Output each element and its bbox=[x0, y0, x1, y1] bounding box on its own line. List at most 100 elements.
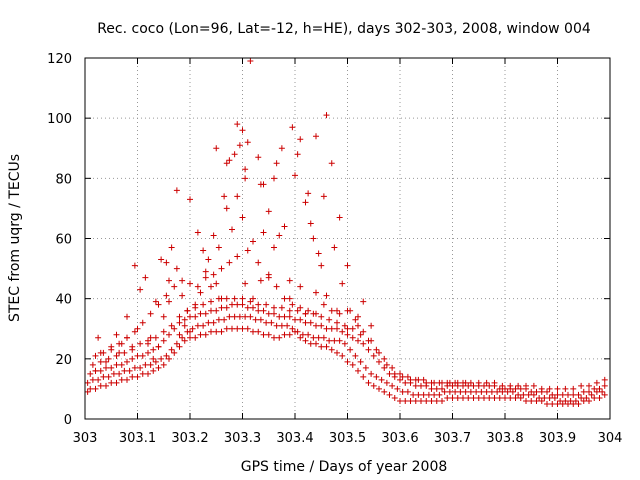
data-point bbox=[383, 379, 390, 386]
data-point bbox=[423, 397, 430, 404]
data-point bbox=[391, 394, 398, 401]
data-point bbox=[328, 307, 335, 314]
data-point bbox=[118, 340, 125, 347]
data-point bbox=[551, 394, 558, 401]
data-point bbox=[360, 328, 367, 335]
data-point bbox=[271, 304, 277, 311]
data-point bbox=[234, 193, 241, 200]
x-tick-label: 303.2 bbox=[171, 431, 208, 446]
data-point bbox=[402, 379, 409, 386]
data-point bbox=[554, 400, 561, 407]
y-tick-label: 100 bbox=[47, 112, 72, 127]
data-point bbox=[197, 289, 204, 296]
data-point bbox=[121, 367, 128, 374]
data-point bbox=[349, 325, 356, 332]
data-point bbox=[357, 331, 364, 338]
data-point bbox=[591, 394, 598, 401]
data-point bbox=[108, 364, 115, 371]
data-point bbox=[234, 253, 241, 260]
data-point bbox=[481, 394, 487, 401]
data-point bbox=[244, 325, 251, 332]
data-point bbox=[313, 322, 319, 329]
x-tick-label: 303.5 bbox=[329, 431, 366, 446]
data-point bbox=[462, 388, 469, 395]
data-point bbox=[394, 385, 401, 392]
grid-lines bbox=[85, 58, 610, 419]
data-point bbox=[544, 388, 550, 395]
data-point bbox=[428, 385, 435, 392]
data-point bbox=[160, 313, 167, 320]
data-point bbox=[210, 271, 217, 278]
data-point bbox=[486, 382, 493, 389]
x-tick-label: 303 bbox=[73, 431, 98, 446]
data-point bbox=[163, 259, 170, 266]
data-point bbox=[391, 370, 398, 377]
data-point bbox=[205, 319, 212, 326]
data-point bbox=[160, 361, 167, 368]
data-point bbox=[103, 364, 109, 371]
data-point bbox=[179, 334, 186, 341]
data-point bbox=[381, 355, 388, 362]
data-point bbox=[100, 373, 107, 380]
data-point bbox=[84, 388, 91, 395]
data-point bbox=[273, 283, 280, 290]
data-point bbox=[297, 304, 304, 311]
data-point bbox=[491, 379, 498, 386]
data-point bbox=[184, 307, 191, 314]
data-point bbox=[210, 319, 217, 326]
data-point bbox=[286, 313, 293, 320]
data-point bbox=[113, 352, 120, 359]
data-point bbox=[541, 394, 548, 401]
data-point bbox=[166, 298, 172, 305]
data-point bbox=[108, 379, 115, 386]
data-point bbox=[276, 334, 283, 341]
data-point bbox=[334, 325, 340, 332]
data-point bbox=[483, 379, 490, 386]
data-point bbox=[320, 334, 327, 341]
data-point bbox=[166, 331, 172, 338]
data-point bbox=[596, 394, 603, 401]
data-point bbox=[360, 340, 367, 347]
data-point bbox=[336, 337, 343, 344]
data-point bbox=[517, 394, 524, 401]
data-point bbox=[433, 397, 440, 404]
data-point bbox=[271, 334, 277, 341]
data-point bbox=[360, 373, 367, 380]
data-point bbox=[339, 328, 346, 335]
data-point bbox=[454, 394, 461, 401]
data-point bbox=[192, 334, 199, 341]
data-point bbox=[341, 340, 348, 347]
data-point bbox=[499, 382, 506, 389]
data-point bbox=[355, 337, 361, 344]
data-point bbox=[444, 394, 451, 401]
data-point bbox=[415, 376, 422, 383]
data-point bbox=[87, 370, 94, 377]
y-tick-labels: 0 20 40 60 80 100 120 bbox=[47, 52, 72, 428]
data-point bbox=[257, 316, 264, 323]
data-point bbox=[147, 334, 154, 341]
data-point bbox=[263, 301, 270, 308]
data-point bbox=[570, 385, 577, 392]
data-point bbox=[544, 400, 550, 407]
data-point bbox=[449, 394, 456, 401]
data-point bbox=[197, 331, 204, 338]
data-point bbox=[273, 160, 280, 167]
data-point bbox=[234, 325, 241, 332]
data-point bbox=[95, 376, 102, 383]
data-point bbox=[554, 391, 561, 398]
data-point bbox=[171, 325, 178, 332]
data-point bbox=[192, 313, 199, 320]
data-point bbox=[439, 379, 445, 386]
data-point bbox=[376, 385, 382, 392]
x-tick-label: 303.9 bbox=[539, 431, 576, 446]
data-point bbox=[496, 394, 503, 401]
data-point bbox=[131, 364, 138, 371]
data-point bbox=[601, 376, 608, 383]
data-point bbox=[260, 229, 267, 236]
data-point bbox=[297, 283, 304, 290]
data-point bbox=[297, 316, 304, 323]
data-point bbox=[530, 391, 537, 398]
data-point bbox=[163, 292, 170, 299]
data-point bbox=[334, 349, 340, 356]
